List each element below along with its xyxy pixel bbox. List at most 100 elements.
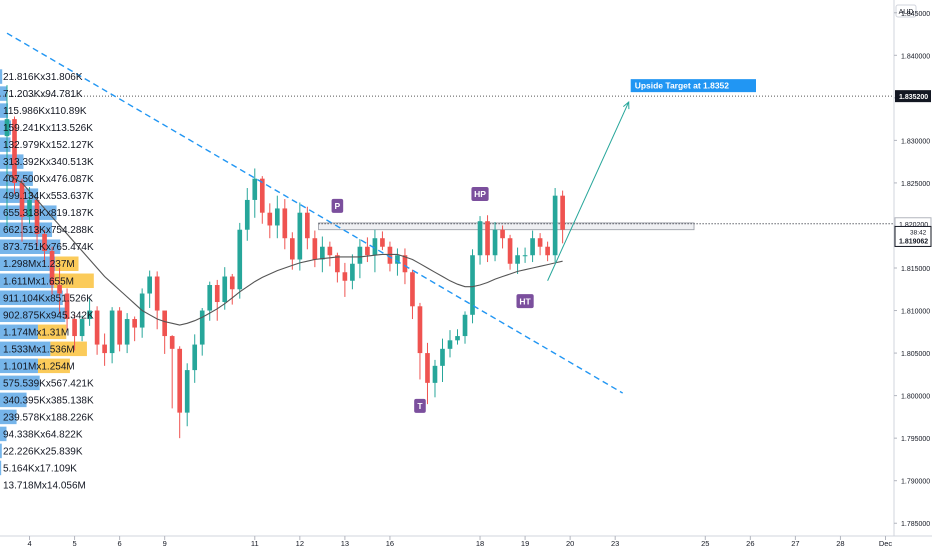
volume-profile-label: 340.395Kx385.138K — [3, 395, 94, 406]
volume-profile-label: 499.134Kx553.637K — [3, 191, 94, 202]
candle-body — [327, 246, 333, 256]
candle-body — [515, 255, 520, 264]
volume-profile-bar-buy — [0, 443, 2, 459]
pattern-label-box — [414, 398, 426, 413]
candle-body — [87, 310, 92, 320]
candle-body — [522, 255, 528, 257]
candle-body — [545, 246, 550, 256]
volume-profile-label: 22.226Kx25.839K — [3, 446, 83, 457]
pattern-label-text: P — [335, 201, 341, 211]
candle-body — [462, 314, 468, 337]
volume-profile-label: 115.986Kx110.89K — [3, 106, 87, 117]
volume-profile-bar-buy — [0, 86, 7, 101]
volume-profile-label: 5.164Kx17.109K — [3, 463, 77, 474]
volume-profile-label: 94.338Kx64.822K — [3, 429, 83, 440]
candle-body — [380, 238, 385, 247]
currency-label: AUD — [899, 9, 914, 16]
candle-body — [552, 195, 558, 256]
time-axis[interactable]: 4 5 6 9 11 12 13 16 18 19 20 23 25 26 27 28 Dec — [0, 535, 932, 550]
volume-profile-bar-buy — [0, 273, 54, 289]
volume-profile-label: 159.241Kx113.526K — [3, 123, 93, 134]
candle-body — [109, 310, 115, 354]
candle-body — [350, 263, 355, 281]
target-arrow-line — [547, 101, 630, 281]
time-axis-label: 4 — [27, 539, 31, 548]
volume-profile-labels: 21.816Kx31.806K 71.203Kx94.781K 115.986Kx1… — [3, 72, 94, 491]
volume-profile-bar-buy — [0, 290, 63, 306]
candle-body — [12, 119, 17, 183]
candle-body — [530, 238, 535, 256]
candle-body — [477, 221, 483, 256]
candle-body — [177, 348, 183, 413]
candle-body — [184, 370, 190, 413]
candle-body — [162, 310, 168, 337]
time-axis-label: 19 — [521, 539, 529, 548]
price-axis[interactable]: AUD 1.785000 1.790000 1.795000 1.800000 1.80… — [893, 0, 932, 536]
candle-body — [387, 246, 393, 264]
pattern-label-text: HP — [474, 189, 486, 199]
volume-profile-label: 1.174Mx1.31M — [3, 327, 69, 338]
candle-body — [289, 238, 295, 260]
candle-body — [49, 250, 55, 286]
time-axis-label: 27 — [791, 539, 799, 548]
volume-profile-label: 655.318Kx819.187K — [3, 208, 94, 219]
time-axis-label: 13 — [341, 539, 349, 548]
candle-body — [19, 182, 25, 217]
candle-body — [335, 255, 340, 273]
candle-body — [199, 310, 205, 345]
time-axis-label: 5 — [72, 539, 76, 548]
candle-body — [282, 208, 288, 239]
candle-body — [147, 276, 152, 294]
price-axis-label: 1.840000 — [901, 53, 930, 60]
volume-profile — [0, 69, 94, 476]
candle-body — [132, 319, 137, 328]
volume-profile-bar-buy — [0, 375, 40, 391]
candle-body — [305, 212, 310, 239]
time-axis-label: Dec — [879, 539, 893, 548]
candle-body — [79, 319, 85, 337]
time-axis-label: 23 — [611, 539, 619, 548]
candle-body — [207, 285, 213, 311]
volume-profile-label: 575.539Kx567.421K — [3, 378, 94, 389]
volume-profile-label: 1.101Mx1.254M — [3, 361, 75, 372]
candle-body — [27, 199, 32, 217]
candle-body — [537, 238, 543, 247]
target-price-badge-text: 1.835200 — [899, 94, 928, 101]
pattern-labels: Upside Target at 1.8352 P HP HT T — [331, 79, 757, 413]
candle-body — [365, 246, 370, 256]
candle-body — [402, 255, 408, 273]
candle-body — [507, 238, 513, 264]
candle-body — [34, 199, 40, 234]
price-axis-background — [894, 0, 932, 536]
candle-body — [72, 319, 77, 337]
moving-average-line — [6, 173, 563, 326]
volume-profile-bar-buy — [0, 103, 9, 118]
time-axis-label: 11 — [251, 539, 259, 548]
candle-body — [169, 336, 175, 349]
volume-profile-bar-buy — [0, 392, 27, 408]
candle-body — [94, 310, 100, 345]
pattern-label-box — [331, 198, 344, 213]
volume-profile-label: 239.578Kx188.226K — [3, 412, 94, 423]
reference-lines — [0, 95, 893, 225]
candle-body — [64, 293, 70, 320]
candle-body — [229, 276, 235, 290]
drawings — [6, 32, 630, 394]
time-axis-label: 6 — [118, 539, 122, 548]
candle-body — [117, 310, 122, 345]
candlesticks — [4, 85, 565, 439]
target-price-badge — [895, 90, 931, 103]
candle-body — [342, 272, 348, 281]
candle-body — [259, 178, 265, 213]
volume-profile-bar-buy — [0, 307, 66, 323]
candle-body — [42, 233, 47, 251]
volume-profile-bar-buy — [0, 409, 17, 425]
candle-body — [102, 344, 107, 354]
candle-body — [425, 353, 430, 383]
price-axis-label: 1.795000 — [901, 436, 930, 443]
price-axis-label: 1.790000 — [901, 479, 930, 486]
candle-body — [154, 276, 160, 311]
volume-profile-bar-sell — [55, 256, 79, 271]
